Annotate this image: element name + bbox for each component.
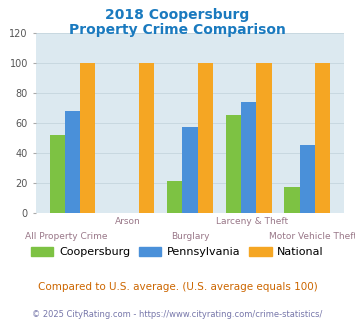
Bar bbox=[65, 111, 80, 213]
Text: 2018 Coopersburg: 2018 Coopersburg bbox=[105, 8, 250, 22]
Text: All Property Crime: All Property Crime bbox=[25, 232, 108, 241]
Bar bbox=[139, 63, 154, 213]
Bar bbox=[241, 102, 256, 213]
Text: Arson: Arson bbox=[115, 217, 141, 226]
Text: Motor Vehicle Theft: Motor Vehicle Theft bbox=[269, 232, 355, 241]
Bar bbox=[50, 135, 65, 213]
Bar bbox=[300, 146, 315, 213]
Bar bbox=[226, 115, 241, 213]
Bar bbox=[198, 63, 213, 213]
Bar bbox=[182, 127, 198, 213]
Bar bbox=[80, 63, 95, 213]
Legend: Coopersburg, Pennsylvania, National: Coopersburg, Pennsylvania, National bbox=[27, 242, 328, 262]
Text: Property Crime Comparison: Property Crime Comparison bbox=[69, 23, 286, 37]
Text: Larceny & Theft: Larceny & Theft bbox=[215, 217, 288, 226]
Bar bbox=[284, 187, 300, 213]
Text: © 2025 CityRating.com - https://www.cityrating.com/crime-statistics/: © 2025 CityRating.com - https://www.city… bbox=[32, 310, 323, 319]
Bar bbox=[167, 182, 182, 213]
Text: Burglary: Burglary bbox=[171, 232, 209, 241]
Text: Compared to U.S. average. (U.S. average equals 100): Compared to U.S. average. (U.S. average … bbox=[38, 282, 317, 292]
Bar bbox=[256, 63, 272, 213]
Bar bbox=[315, 63, 330, 213]
